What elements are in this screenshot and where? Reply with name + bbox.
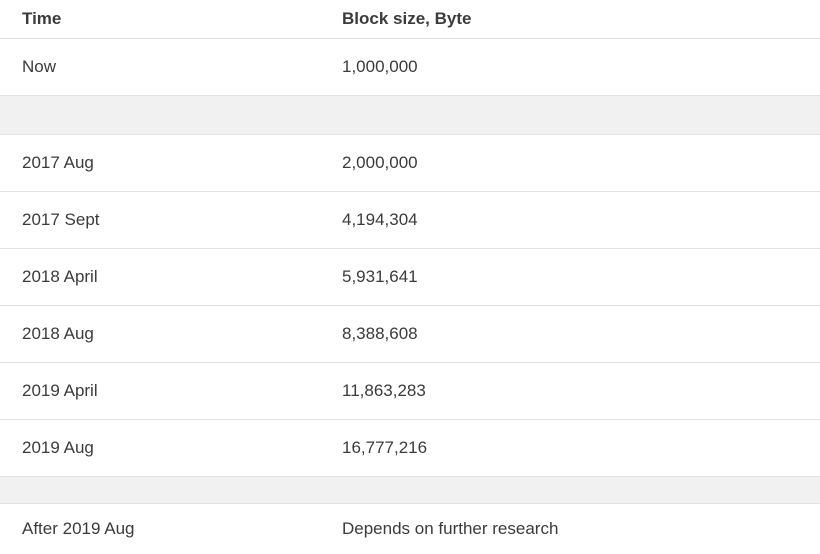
spacer-row [0,476,820,504]
size-cell: 5,931,641 [320,248,820,306]
time-cell: 2019 April [0,362,320,420]
time-cell: 2019 Aug [0,419,320,477]
time-cell: 2018 Aug [0,305,320,363]
size-cell: 4,194,304 [320,191,820,249]
table-body: Now 1,000,000 2017 Aug 2,000,000 2017 Se… [0,38,820,554]
table-row: Now 1,000,000 [0,38,820,96]
table-row: 2018 April 5,931,641 [0,248,820,306]
size-cell: 16,777,216 [320,419,820,477]
header-row: Time Block size, Byte [0,0,820,39]
spacer-row [0,95,820,135]
table-row: After 2019 Aug Depends on further resear… [0,503,820,554]
table-row: 2017 Aug 2,000,000 [0,134,820,192]
spacer-cell [0,95,820,135]
size-cell: 2,000,000 [320,134,820,192]
size-cell: 8,388,608 [320,305,820,363]
table-row: 2019 Aug 16,777,216 [0,419,820,477]
size-cell: 11,863,283 [320,362,820,420]
spacer-cell [0,476,820,504]
size-cell: Depends on further research [320,503,820,554]
size-cell: 1,000,000 [320,38,820,96]
column-header-time: Time [0,0,320,39]
time-cell: After 2019 Aug [0,503,320,554]
table-row: 2018 Aug 8,388,608 [0,305,820,363]
time-cell: 2017 Sept [0,191,320,249]
time-cell: 2017 Aug [0,134,320,192]
table-row: 2019 April 11,863,283 [0,362,820,420]
column-header-size: Block size, Byte [320,0,820,39]
time-cell: 2018 April [0,248,320,306]
table-row: 2017 Sept 4,194,304 [0,191,820,249]
table-header: Time Block size, Byte [0,0,820,39]
time-cell: Now [0,38,320,96]
